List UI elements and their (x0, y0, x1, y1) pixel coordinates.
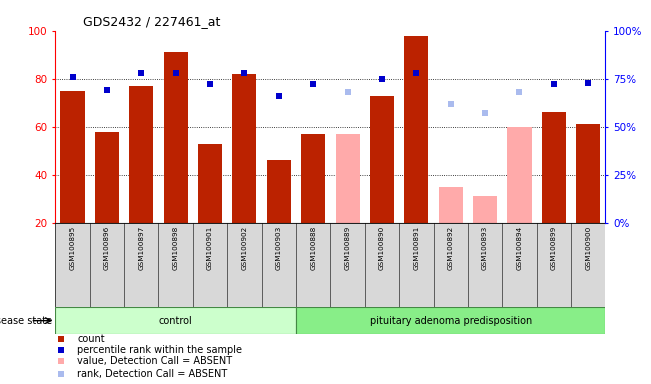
Text: percentile rank within the sample: percentile rank within the sample (77, 346, 242, 356)
Text: disease state: disease state (0, 316, 52, 326)
Bar (335, 134, 359, 223)
Point (308, 81, 318, 88)
Point (549, 81, 559, 88)
Text: GSM100889: GSM100889 (344, 225, 351, 270)
Text: pituitary adenoma predisposition: pituitary adenoma predisposition (370, 316, 532, 326)
Point (55, 336, 66, 343)
Text: GSM100901: GSM100901 (207, 225, 213, 270)
Bar (163, 52, 187, 223)
Text: GSM100896: GSM100896 (104, 225, 110, 270)
Text: GSM100892: GSM100892 (448, 225, 454, 270)
Bar (473, 196, 497, 223)
Point (342, 89, 353, 95)
Point (67, 74, 77, 80)
Point (239, 70, 249, 76)
Point (55, 358, 66, 364)
Bar (507, 127, 531, 223)
Point (102, 87, 112, 93)
Text: GSM100893: GSM100893 (482, 225, 488, 270)
Text: value, Detection Call = ABSENT: value, Detection Call = ABSENT (77, 356, 232, 366)
Bar (95, 131, 119, 223)
Text: GSM100897: GSM100897 (138, 225, 145, 270)
Bar (55, 307, 296, 334)
Point (377, 76, 387, 82)
Bar (296, 307, 605, 334)
Bar (61, 91, 85, 223)
Point (273, 93, 284, 99)
Point (171, 70, 181, 76)
Text: GSM100903: GSM100903 (276, 225, 282, 270)
Text: GSM100898: GSM100898 (173, 225, 178, 270)
Text: GDS2432 / 227461_at: GDS2432 / 227461_at (83, 15, 220, 28)
Bar (542, 112, 566, 223)
Point (205, 81, 215, 88)
Text: rank, Detection Call = ABSENT: rank, Detection Call = ABSENT (77, 369, 228, 379)
Point (480, 110, 490, 116)
Bar (232, 74, 256, 223)
Bar (404, 36, 428, 223)
Point (55, 371, 66, 377)
Bar (130, 86, 154, 223)
Text: GSM100890: GSM100890 (379, 225, 385, 270)
Bar (301, 134, 326, 223)
Point (55, 348, 66, 354)
Text: GSM100895: GSM100895 (70, 225, 76, 270)
Bar (576, 124, 600, 223)
Point (445, 101, 456, 107)
Text: GSM100891: GSM100891 (413, 225, 419, 270)
Text: GSM100900: GSM100900 (585, 225, 591, 270)
Text: count: count (77, 334, 105, 344)
Point (136, 70, 146, 76)
Text: GSM100899: GSM100899 (551, 225, 557, 270)
Text: GSM100894: GSM100894 (516, 225, 523, 270)
Point (514, 89, 525, 95)
Bar (267, 161, 291, 223)
Bar (439, 187, 463, 223)
Point (583, 79, 594, 86)
Point (411, 70, 422, 76)
Text: GSM100888: GSM100888 (310, 225, 316, 270)
Bar (370, 96, 394, 223)
Text: control: control (159, 316, 193, 326)
Text: GSM100902: GSM100902 (242, 225, 247, 270)
Bar (198, 144, 222, 223)
